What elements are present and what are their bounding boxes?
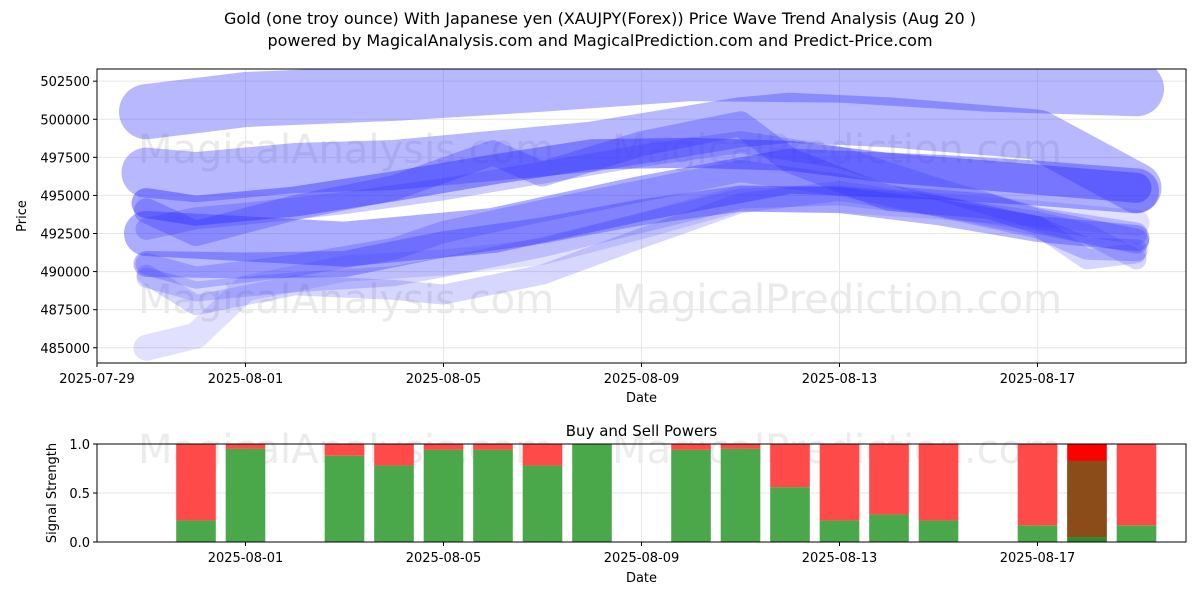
wave-series-line bbox=[135, 131, 1148, 245]
buy-sell-power-chart: MagicalAnalysis.comMagicalPrediction.com… bbox=[45, 422, 1187, 586]
sell-power-bar bbox=[819, 444, 860, 521]
price-x-tick-label: 2025-08-05 bbox=[406, 372, 482, 387]
price-y-tick-label: 490000 bbox=[40, 266, 90, 281]
power-y-axis-label: Signal Strength bbox=[45, 443, 60, 543]
price-y-tick-label: 495000 bbox=[40, 189, 90, 204]
overlap-power-bar bbox=[1067, 460, 1107, 542]
wave-series-line bbox=[124, 148, 1159, 267]
wave-series-line bbox=[133, 185, 1150, 361]
chart-title-block: Gold (one troy ounce) With Japanese yen … bbox=[0, 8, 1200, 52]
sell-power-bar bbox=[473, 444, 513, 450]
sell-power-bar bbox=[1116, 444, 1157, 526]
power-x-tick-label: 2025-08-13 bbox=[802, 551, 878, 566]
sell-power-bar bbox=[770, 444, 810, 488]
buy-power-bar bbox=[770, 487, 810, 542]
buy-power-bar bbox=[324, 455, 365, 542]
sell-power-bar bbox=[869, 444, 909, 515]
price-wave-chart: MagicalAnalysis.com MagicalAnalysis.com Ma… bbox=[15, 68, 1187, 406]
wave-series-line bbox=[119, 69, 1164, 140]
wave-series-line bbox=[131, 137, 1152, 226]
power-chart-title: Buy and Sell Powers bbox=[566, 422, 718, 440]
sell-power-bar bbox=[324, 444, 365, 456]
buy-power-bar bbox=[176, 520, 216, 542]
sell-power-bar bbox=[423, 444, 464, 450]
price-y-tick-label: 487500 bbox=[40, 304, 90, 319]
buy-power-bar bbox=[374, 465, 414, 542]
price-x-axis-label: Date bbox=[626, 391, 657, 406]
power-x-axis-label: Date bbox=[626, 571, 657, 586]
wave-series-line bbox=[136, 180, 1147, 316]
buy-power-bar bbox=[423, 449, 464, 542]
price-y-tick-label: 502500 bbox=[40, 75, 90, 90]
watermark-text: MagicalPrediction.com bbox=[612, 127, 1062, 173]
buy-power-bar bbox=[869, 514, 909, 542]
power-x-tick-label: 2025-08-05 bbox=[406, 551, 482, 566]
chart-subtitle: powered by MagicalAnalysis.com and Magic… bbox=[267, 31, 933, 50]
price-y-tick-label: 500000 bbox=[40, 113, 90, 128]
power-x-tick-label: 2025-08-09 bbox=[604, 551, 680, 566]
sell-power-bar bbox=[1017, 444, 1058, 526]
buy-power-bar bbox=[671, 449, 711, 542]
watermark-text: MagicalAnalysis.com bbox=[138, 277, 554, 323]
wave-series-line bbox=[136, 185, 1147, 302]
wave-series-group bbox=[119, 69, 1164, 361]
power-x-tick-label: 2025-08-01 bbox=[208, 551, 284, 566]
wave-series-line bbox=[121, 92, 1162, 213]
buy-power-bar bbox=[572, 444, 612, 542]
sell-power-bar bbox=[522, 444, 563, 466]
watermark-text: MagicalAnalysis.com bbox=[138, 127, 554, 173]
price-x-tick-label: 2025-07-29 bbox=[59, 372, 135, 387]
price-y-tick-label: 492500 bbox=[40, 228, 90, 243]
buy-power-bar bbox=[720, 448, 761, 542]
buy-power-bar bbox=[225, 448, 266, 542]
buy-power-bar bbox=[522, 465, 563, 542]
wave-series-line bbox=[133, 185, 1150, 279]
price-y-axis-label: Price bbox=[15, 200, 30, 232]
price-y-tick-label: 497500 bbox=[40, 151, 90, 166]
sell-power-bar bbox=[918, 444, 959, 521]
power-y-tick-label: 1.0 bbox=[69, 438, 90, 453]
price-x-tick-label: 2025-08-13 bbox=[802, 372, 878, 387]
sell-power-bar bbox=[176, 444, 216, 521]
power-y-tick-label: 0.0 bbox=[69, 536, 90, 551]
sell-power-bar bbox=[671, 444, 711, 450]
wave-series-line bbox=[134, 111, 1149, 254]
buy-power-bar bbox=[1116, 525, 1157, 542]
price-y-tick-label: 485000 bbox=[40, 342, 90, 357]
buy-power-bar bbox=[918, 520, 959, 542]
watermark-text: MagicalPrediction.com bbox=[612, 277, 1062, 323]
power-y-tick-label: 0.5 bbox=[69, 487, 90, 502]
chart-title: Gold (one troy ounce) With Japanese yen … bbox=[224, 9, 976, 28]
buy-power-bar bbox=[1017, 525, 1058, 542]
buy-power-bar bbox=[819, 520, 860, 542]
power-x-tick-label: 2025-08-17 bbox=[1000, 551, 1076, 566]
wave-series-line bbox=[135, 160, 1148, 289]
sell-power-bar bbox=[225, 444, 266, 449]
price-x-tick-label: 2025-08-09 bbox=[604, 372, 680, 387]
buy-power-bar bbox=[473, 449, 513, 542]
price-x-tick-label: 2025-08-17 bbox=[1000, 372, 1076, 387]
price-x-tick-label: 2025-08-01 bbox=[208, 372, 284, 387]
sell-power-bar bbox=[374, 444, 414, 466]
sell-power-bar bbox=[720, 444, 761, 449]
